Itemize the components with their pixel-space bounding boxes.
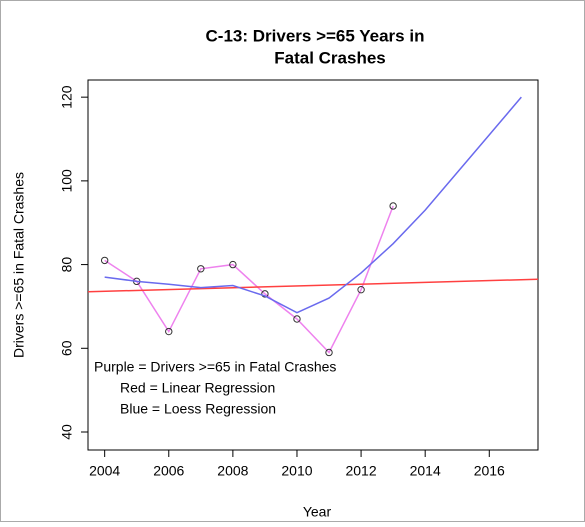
y-tick-label: 80 [59, 257, 75, 273]
data-point [325, 348, 333, 357]
data-point [165, 327, 173, 336]
x-tick-label: 2004 [89, 463, 120, 479]
data-point [357, 285, 365, 294]
data-point [293, 315, 301, 323]
series-line [87, 278, 539, 293]
series-line [104, 205, 394, 354]
x-tick-label: 2010 [281, 463, 312, 479]
data-point [197, 265, 205, 273]
y-tick-label: 120 [59, 85, 75, 109]
chart-title: Fatal Crashes [274, 48, 386, 67]
data-point [261, 290, 269, 298]
x-tick-label: 2012 [345, 463, 376, 479]
legend-text: Red = Linear Regression [120, 380, 275, 396]
x-tick-label: 2006 [153, 463, 184, 479]
data-point [389, 202, 397, 210]
y-tick-label: 100 [59, 169, 75, 193]
series-line [104, 96, 522, 314]
chart-title: C-13: Drivers >=65 Years in [206, 26, 425, 45]
x-tick-label: 2014 [410, 463, 441, 479]
y-tick-label: 40 [59, 424, 75, 440]
data-point [229, 260, 237, 269]
x-axis-label: Year [303, 504, 332, 520]
x-tick-label: 2008 [217, 463, 248, 479]
y-axis-label: Drivers >=65 in Fatal Crashes [11, 172, 27, 358]
x-tick-label: 2016 [474, 463, 505, 479]
plot-box [87, 79, 539, 451]
y-tick-label: 60 [59, 340, 75, 356]
data-point [100, 256, 109, 265]
legend-text: Purple = Drivers >=65 in Fatal Crashes [94, 359, 336, 375]
legend-text: Blue = Loess Regression [120, 401, 276, 417]
